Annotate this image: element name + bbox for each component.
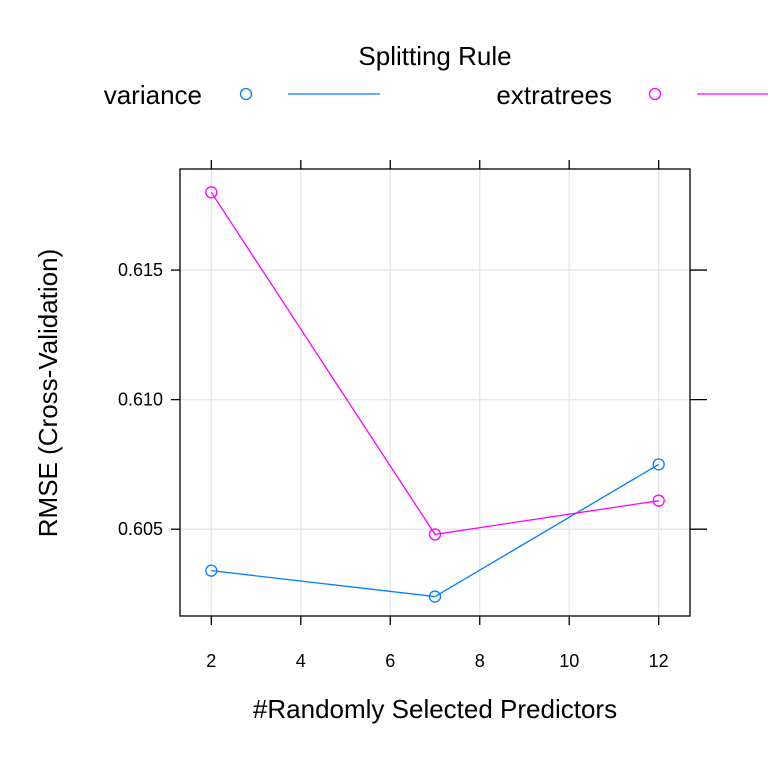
grid xyxy=(180,169,690,616)
data-point-extratrees xyxy=(205,186,218,199)
y-tick-label: 0.605 xyxy=(118,519,163,539)
legend: Splitting Rule variance extratrees xyxy=(104,41,768,110)
x-tick-label: 2 xyxy=(206,651,216,671)
legend-label-variance: variance xyxy=(104,80,202,110)
data-point-variance xyxy=(205,564,218,577)
legend-symbol-extratrees xyxy=(648,87,662,101)
series xyxy=(205,186,665,603)
y-tick-label: 0.615 xyxy=(118,260,163,280)
data-point-variance xyxy=(652,458,665,471)
legend-item-variance: variance xyxy=(104,80,380,110)
x-tick-label: 6 xyxy=(385,651,395,671)
legend-symbol-variance xyxy=(239,87,253,101)
plot-frame xyxy=(179,168,691,617)
data-point-extratrees xyxy=(428,528,442,541)
legend-item-extratrees: extratrees xyxy=(496,80,768,110)
x-axis-title: #Randomly Selected Predictors xyxy=(253,694,617,724)
ticks: 2 4 6 8 10 12 0.605 0.610 0.615 xyxy=(118,160,707,671)
y-axis-title: RMSE (Cross-Validation) xyxy=(33,249,63,537)
x-tick-label: 8 xyxy=(475,651,485,671)
data-point-extratrees xyxy=(652,494,665,507)
series-line-extratrees xyxy=(210,191,659,536)
data-point-variance xyxy=(428,590,442,603)
y-tick-label: 0.610 xyxy=(118,390,163,410)
x-tick-label: 4 xyxy=(296,651,306,671)
x-tick-label: 10 xyxy=(559,651,579,671)
x-tick-label: 12 xyxy=(649,651,669,671)
series-line-variance xyxy=(211,463,660,598)
legend-title: Splitting Rule xyxy=(358,41,511,71)
legend-label-extratrees: extratrees xyxy=(496,80,612,110)
